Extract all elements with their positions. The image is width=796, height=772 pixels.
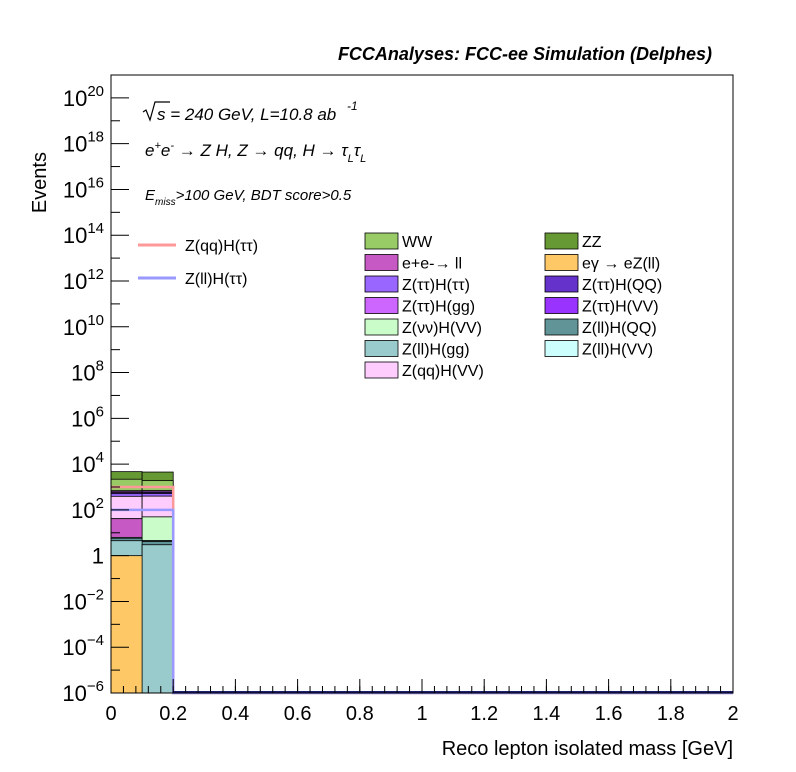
y-tick-label: 104 (71, 449, 104, 477)
legend-label: Z(ll)H(QQ) (582, 320, 657, 337)
chart-title: FCCAnalyses: FCC-ee Simulation (Delphes) (338, 44, 712, 64)
legend-label: e+e-→ ll (402, 256, 462, 273)
x-tick-label: 1.2 (470, 703, 498, 725)
legend-label: ZZ (582, 234, 602, 251)
legend-swatch-1 (544, 232, 579, 250)
y-tick-label: 1020 (63, 83, 104, 111)
legend-swatch-7 (544, 297, 579, 314)
legend: Z(qq)H(ττ) Z(ll)H(ττ) WW ZZ e+e-→ ll eγ → eZ(… (138, 232, 662, 380)
y-tick-label: 102 (71, 495, 104, 523)
y-tick-label: 10−6 (62, 678, 104, 706)
y-tick-label: 1 (92, 544, 104, 569)
x-tick-label: 1 (416, 703, 427, 725)
y-tick-label: 1012 (63, 266, 104, 294)
annotation-line1-sup: -1 (347, 99, 358, 113)
y-tick-label: 108 (71, 358, 104, 386)
plot-area: 0 0.2 0.4 0.6 0.8 1 1.2 1.4 1.6 1.8 2 10−6 10−4 10−2 1… (62, 74, 739, 725)
legend-label: Z(ττ)H(gg) (402, 299, 475, 316)
legend-swatch-5 (544, 275, 579, 293)
bar-z-ll-h-gg--bin1 (141, 544, 174, 694)
annotation-sqrt-s: s = 240 GeV, L=10.8 ab -1 (142, 99, 358, 124)
legend-swatch-12 (364, 361, 399, 379)
y-tick-label: 1010 (63, 312, 104, 340)
legend-label: Z(qq)H(VV) (402, 363, 484, 380)
x-tick-label: 0 (105, 703, 116, 725)
x-tick-label: 0.4 (221, 703, 249, 725)
line-z-qq-h- (111, 485, 733, 695)
y-tick-label: 106 (71, 403, 104, 431)
legend-label: Z(ττ)H(VV) (582, 299, 659, 316)
x-tick-label: 0.2 (159, 703, 187, 725)
x-tick-label: 2 (727, 703, 738, 725)
y-tick-label: 1018 (63, 129, 104, 157)
legend-label: Z(ττ)H(QQ) (582, 277, 662, 294)
legend-label: Z(ττ)H(ττ) (402, 277, 470, 294)
legend-label: Z(ll)H(VV) (582, 342, 653, 359)
sqrt-symbol (142, 101, 170, 122)
legend-swatch-2 (364, 254, 399, 271)
legend-swatch-9 (544, 318, 579, 336)
legend-swatch-3 (544, 254, 579, 271)
legend-swatch-4 (364, 275, 399, 293)
legend-label: Z(ll)H(gg) (402, 342, 470, 359)
legend-swatch-8 (364, 318, 399, 336)
annotation-line2: e+e- → Z H, Z → qq, H → τLτL (145, 140, 366, 165)
y-tick-label: 1014 (63, 220, 104, 248)
legend-label: WW (402, 234, 433, 251)
legend-label: Z(ll)H(ττ) (185, 271, 247, 288)
x-tick-label: 1.8 (657, 703, 685, 725)
y-tick-label: 10−4 (62, 632, 104, 660)
annotation-line3: Emiss>100 GeV, BDT score>0.5 (145, 187, 352, 208)
legend-swatch-0 (364, 232, 399, 250)
legend-swatch-6 (364, 297, 399, 314)
legend-label: Z(qq)H(ττ) (185, 238, 258, 255)
plot-frame (110, 74, 734, 694)
svg-text:s = 240 GeV, L=10.8 ab -: s = 240 GeV, L=10.8 ab -1 (157, 99, 358, 124)
x-axis-label: Reco lepton isolated mass [GeV] (442, 738, 733, 760)
x-tick-label: 1.6 (595, 703, 623, 725)
y-axis-label: Events (29, 152, 51, 213)
annotation-line1: s = 240 GeV, L=10.8 ab (157, 105, 336, 124)
y-tick-label: 1016 (63, 174, 104, 202)
y-tick-label: 10−2 (62, 586, 104, 614)
line-z-ll-h- (111, 508, 733, 695)
legend-label: Z(νν)H(VV) (402, 320, 482, 337)
x-tick-label: 0.6 (284, 703, 312, 725)
legend-swatch-10 (364, 340, 399, 357)
legend-swatch-11 (544, 340, 579, 357)
x-tick-label: 1.4 (532, 703, 560, 725)
legend-label: eγ → eZ(ll) (582, 256, 660, 273)
x-tick-label: 0.8 (346, 703, 374, 725)
